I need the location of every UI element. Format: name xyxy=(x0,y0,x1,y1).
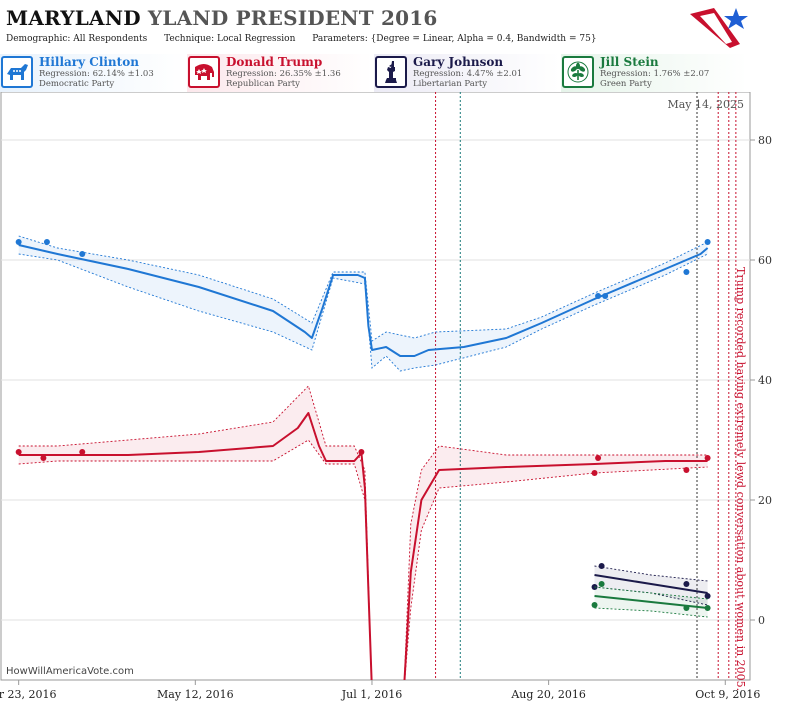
poll-point xyxy=(591,470,598,476)
poll-point xyxy=(704,455,711,461)
logo-swoosh-white xyxy=(700,13,732,44)
demographic-label: Demographic: All Respondents xyxy=(6,34,148,44)
candidate-party: Green Party xyxy=(600,79,652,89)
poll-point xyxy=(358,449,365,455)
candidate-party: Libertarian Party xyxy=(413,79,488,89)
poll-point xyxy=(704,593,711,599)
candidate-regression: Regression: 4.47% ±2.01 xyxy=(413,69,523,79)
upper-bound-line xyxy=(594,586,708,600)
elephant-icon xyxy=(188,56,220,88)
page-title: MARYLAND YLAND PRESIDENT 2016 xyxy=(6,6,437,30)
poll-point xyxy=(43,239,50,245)
poll-point xyxy=(595,455,602,461)
x-tick-label: Aug 20, 2016 xyxy=(510,688,586,701)
poll-point xyxy=(683,467,690,473)
logo-star xyxy=(724,8,748,29)
poll-point xyxy=(79,449,86,455)
y-tick-label: 0 xyxy=(758,614,765,627)
technique-label: Technique: Local Regression xyxy=(164,34,296,44)
poll-point xyxy=(602,293,609,299)
chart: 0 20 40 60 80 Mar 23, 2016 May 12, 2016 Jul 1, … xyxy=(0,92,772,701)
candidate-regression: Regression: 26.35% ±1.36 xyxy=(226,69,341,79)
confidence-band xyxy=(18,386,708,680)
candidate-card: Jill Stein Regression: 1.76% ±2.07 Green P… xyxy=(561,54,747,92)
poll-point xyxy=(598,581,605,587)
event-annotation: Trump recorded having extremely lewd con… xyxy=(734,267,747,691)
upper-bound-line xyxy=(18,385,708,680)
y-tick-label: 60 xyxy=(758,254,772,267)
poll-point xyxy=(683,269,690,275)
poll-point xyxy=(704,239,711,245)
lower-bound-line xyxy=(594,607,708,618)
regression-line xyxy=(18,244,709,357)
poll-point xyxy=(704,605,711,611)
plot-frame xyxy=(0,92,751,681)
y-tick-label: 40 xyxy=(758,374,772,387)
confidence-band xyxy=(594,566,708,605)
candidate-name: Donald Trump xyxy=(226,55,323,69)
poll-point xyxy=(591,602,598,608)
title-race: YLAND PRESIDENT 2016 xyxy=(147,6,438,30)
poll-point xyxy=(15,449,22,455)
lower-bound-line xyxy=(18,253,708,372)
x-tick-label: Oct 9, 2016 xyxy=(695,688,760,701)
plot-layer xyxy=(15,92,737,680)
site-logo xyxy=(690,8,748,48)
candidate-party: Republican Party xyxy=(226,79,300,89)
series-hillary-clinton xyxy=(15,235,711,372)
donkey-icon xyxy=(1,56,33,88)
y-tick-label: 20 xyxy=(758,494,772,507)
poll-point xyxy=(595,293,602,299)
poll-point xyxy=(598,563,605,569)
watermark: HowWillAmericaVote.com xyxy=(6,666,134,677)
candidate-regression: Regression: 62.14% ±1.03 xyxy=(39,69,154,79)
candidate-card: Donald Trump Regression: 26.35% ±1.36 Repu… xyxy=(187,54,373,92)
title-state: MARYLAND xyxy=(6,6,141,30)
subtitle: Demographic: All Respondents Technique: … xyxy=(6,34,611,44)
poll-point xyxy=(683,581,690,587)
parameters-label: Parameters: {Degree = Linear, Alpha = 0.… xyxy=(312,34,597,44)
poll-point xyxy=(79,251,86,257)
series-jill-stein xyxy=(591,581,711,618)
date-label: May 14, 2025 xyxy=(667,98,744,111)
lower-bound-line xyxy=(18,439,708,680)
statue-of-liberty-icon xyxy=(375,56,407,88)
candidate-card: Gary Johnson Regression: 4.47% ±2.01 Liber… xyxy=(374,54,560,92)
leaf-icon xyxy=(562,56,594,88)
poll-point xyxy=(15,239,22,245)
series-donald-trump xyxy=(15,385,711,680)
regression-line xyxy=(18,412,708,680)
x-tick-label: Mar 23, 2016 xyxy=(0,688,56,701)
candidate-name: Hillary Clinton xyxy=(39,55,139,69)
y-tick-label: 80 xyxy=(758,134,772,147)
candidate-card: Hillary Clinton Regression: 62.14% ±1.03 D… xyxy=(0,54,186,92)
poll-point xyxy=(683,605,690,611)
candidate-party: Democratic Party xyxy=(39,79,115,89)
upper-bound-line xyxy=(594,565,708,582)
candidate-name: Gary Johnson xyxy=(413,55,504,69)
candidate-regression: Regression: 1.76% ±2.07 xyxy=(600,69,710,79)
regression-line xyxy=(594,574,708,594)
x-tick-label: Jul 1, 2016 xyxy=(341,688,403,701)
poll-point xyxy=(40,455,47,461)
upper-bound-line xyxy=(18,235,708,342)
regression-line xyxy=(594,595,708,609)
candidate-name: Jill Stein xyxy=(600,55,659,69)
x-tick-label: May 12, 2016 xyxy=(157,688,234,701)
